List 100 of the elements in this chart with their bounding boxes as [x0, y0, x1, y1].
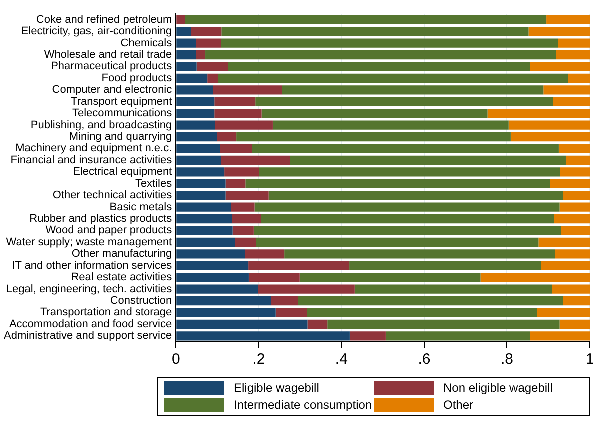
bar — [300, 273, 481, 282]
bar — [284, 250, 556, 259]
y-tick-label: Food products — [102, 72, 173, 84]
x-tick-label: .4 — [335, 351, 348, 368]
bar — [298, 296, 564, 306]
bar — [176, 238, 236, 247]
bar — [176, 86, 214, 95]
bar — [196, 62, 228, 72]
bar — [214, 97, 256, 106]
y-tick-label: Real estate activities — [71, 272, 173, 284]
bar — [214, 109, 262, 118]
y-tick-label: Textiles — [135, 178, 173, 190]
x-tick-label: 0 — [172, 351, 180, 368]
y-tick-label: Coke and refined petroleum — [36, 14, 172, 26]
bar — [386, 332, 530, 341]
bar — [537, 308, 590, 318]
bar — [176, 284, 258, 294]
bar — [566, 156, 590, 165]
bar — [222, 27, 529, 36]
bar — [550, 179, 590, 188]
bar — [217, 132, 237, 142]
x-tick-label: .2 — [252, 351, 266, 368]
bar — [176, 308, 276, 318]
bar — [231, 202, 255, 212]
bar — [350, 261, 542, 270]
bar — [228, 62, 530, 72]
bar — [176, 320, 308, 329]
bar — [232, 226, 254, 236]
bar — [176, 261, 249, 270]
bar — [176, 273, 249, 282]
bar — [563, 191, 590, 200]
bar — [256, 238, 539, 247]
legend-label: Intermediate consumption — [234, 398, 372, 412]
bar — [176, 179, 226, 188]
y-tick-label: Transport equipment — [71, 96, 172, 108]
bar — [176, 296, 272, 306]
bar — [530, 62, 590, 72]
x-tick-label: 1 — [586, 351, 594, 368]
bar — [220, 144, 252, 154]
bar — [558, 144, 590, 154]
bar — [218, 74, 568, 83]
bar — [328, 320, 560, 329]
bar — [176, 332, 350, 341]
bar — [248, 261, 350, 270]
bar — [568, 74, 590, 83]
bar — [176, 202, 232, 212]
bar — [176, 132, 218, 142]
bar — [254, 226, 562, 236]
y-tick-label: Pharmaceutical products — [51, 60, 173, 73]
y-tick-label: Other technical activities — [52, 190, 173, 202]
bar — [232, 214, 262, 224]
bar — [560, 202, 590, 212]
x-tick-label: .6 — [418, 351, 431, 368]
bar — [176, 97, 215, 106]
y-tick-label: Basic metals — [110, 201, 173, 214]
legend-label: Non eligible wagebill — [444, 381, 553, 395]
bar — [508, 120, 590, 130]
bar — [546, 15, 590, 24]
y-tick-label: Telecommunications — [72, 108, 173, 120]
bar — [236, 132, 511, 142]
bar — [555, 250, 590, 259]
y-tick-label: Legal, engineering, tech. activities — [6, 283, 173, 296]
bar — [176, 120, 216, 130]
bar — [252, 144, 559, 154]
bar — [245, 250, 285, 259]
bar — [480, 273, 590, 282]
bar — [176, 250, 246, 259]
bar — [226, 179, 246, 188]
bar — [558, 38, 590, 48]
bar — [185, 15, 547, 24]
bar — [561, 226, 590, 236]
bar — [510, 132, 590, 142]
bar — [282, 86, 544, 95]
y-tick-label: Mining and quarrying — [69, 131, 172, 144]
bar — [528, 27, 590, 36]
bar — [196, 50, 206, 60]
bar — [276, 308, 308, 318]
y-tick-label: Water supply; waste management — [6, 236, 172, 248]
bar — [563, 296, 590, 306]
bar — [254, 202, 560, 212]
bar — [261, 214, 554, 224]
y-tick-label: Administrative and support service — [4, 330, 172, 342]
bar — [176, 109, 215, 118]
bar — [235, 238, 256, 247]
bar — [256, 97, 554, 106]
bar — [560, 320, 590, 329]
bar — [556, 50, 590, 60]
bar — [176, 226, 233, 236]
bar — [538, 238, 590, 247]
bar — [176, 62, 197, 72]
y-tick-label: Electrical equipment — [73, 166, 172, 178]
bar — [176, 38, 196, 48]
bar — [215, 120, 273, 130]
bar — [554, 214, 590, 224]
bar — [176, 27, 192, 36]
bar — [272, 120, 509, 130]
y-tick-label: Computer and electronic — [52, 84, 173, 96]
bar — [552, 284, 590, 294]
bar — [354, 284, 552, 294]
bar — [191, 27, 222, 36]
